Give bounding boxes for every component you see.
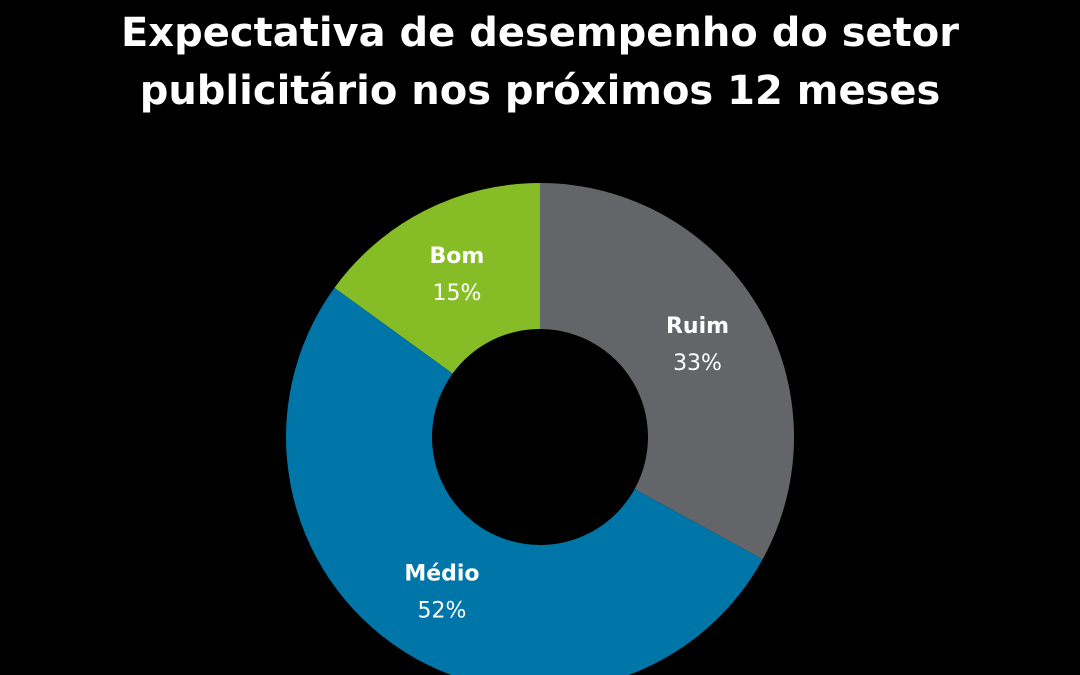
donut-slices: [286, 183, 794, 675]
chart-title-line-1: Expectativa de desempenho do setor: [120, 10, 960, 56]
donut-labels: Ruim 33% Médio 52% Bom 15%: [404, 244, 729, 624]
slice-label-ruim: Ruim: [666, 314, 729, 339]
slice-medio: [286, 287, 763, 675]
slice-bom: [334, 183, 540, 374]
chart-title: Expectativa de desempenho do setor publi…: [0, 4, 1080, 120]
slice-value-bom: 15%: [432, 281, 481, 306]
slice-value-medio: 52%: [417, 599, 466, 624]
slice-ruim: [540, 183, 794, 560]
slice-label-bom: Bom: [430, 244, 485, 269]
slice-value-ruim: 33%: [673, 351, 722, 376]
chart-title-line-2: publicitário nos próximos 12 meses: [139, 68, 941, 114]
slice-label-medio: Médio: [404, 562, 479, 587]
